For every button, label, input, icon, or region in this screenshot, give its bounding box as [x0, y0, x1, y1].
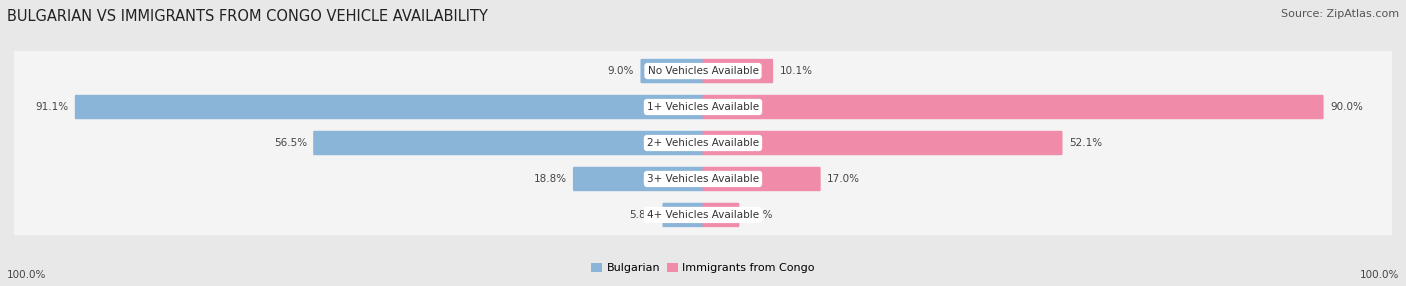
FancyBboxPatch shape — [703, 167, 821, 191]
Text: 100.0%: 100.0% — [7, 270, 46, 280]
Text: BULGARIAN VS IMMIGRANTS FROM CONGO VEHICLE AVAILABILITY: BULGARIAN VS IMMIGRANTS FROM CONGO VEHIC… — [7, 9, 488, 23]
Text: 91.1%: 91.1% — [35, 102, 69, 112]
FancyBboxPatch shape — [14, 189, 1392, 241]
FancyBboxPatch shape — [641, 59, 703, 83]
FancyBboxPatch shape — [703, 131, 1063, 155]
Text: 90.0%: 90.0% — [1330, 102, 1362, 112]
FancyBboxPatch shape — [14, 81, 1392, 133]
Text: 10.1%: 10.1% — [779, 66, 813, 76]
Text: 9.0%: 9.0% — [607, 66, 634, 76]
FancyBboxPatch shape — [703, 203, 740, 227]
FancyBboxPatch shape — [14, 153, 1392, 205]
FancyBboxPatch shape — [314, 131, 703, 155]
FancyBboxPatch shape — [14, 45, 1392, 97]
Text: 1+ Vehicles Available: 1+ Vehicles Available — [647, 102, 759, 112]
Text: 4+ Vehicles Available: 4+ Vehicles Available — [647, 210, 759, 220]
FancyBboxPatch shape — [14, 117, 1392, 169]
Text: 100.0%: 100.0% — [1360, 270, 1399, 280]
FancyBboxPatch shape — [75, 95, 703, 119]
Text: Source: ZipAtlas.com: Source: ZipAtlas.com — [1281, 9, 1399, 19]
FancyBboxPatch shape — [703, 95, 1323, 119]
Text: No Vehicles Available: No Vehicles Available — [648, 66, 758, 76]
Text: 52.1%: 52.1% — [1069, 138, 1102, 148]
Text: 18.8%: 18.8% — [533, 174, 567, 184]
Text: 17.0%: 17.0% — [827, 174, 860, 184]
Text: 3+ Vehicles Available: 3+ Vehicles Available — [647, 174, 759, 184]
Text: 56.5%: 56.5% — [274, 138, 307, 148]
Text: 5.2%: 5.2% — [745, 210, 772, 220]
Legend: Bulgarian, Immigrants from Congo: Bulgarian, Immigrants from Congo — [586, 259, 820, 278]
FancyBboxPatch shape — [572, 167, 703, 191]
FancyBboxPatch shape — [662, 203, 703, 227]
Text: 5.8%: 5.8% — [630, 210, 657, 220]
FancyBboxPatch shape — [703, 59, 773, 83]
Text: 2+ Vehicles Available: 2+ Vehicles Available — [647, 138, 759, 148]
